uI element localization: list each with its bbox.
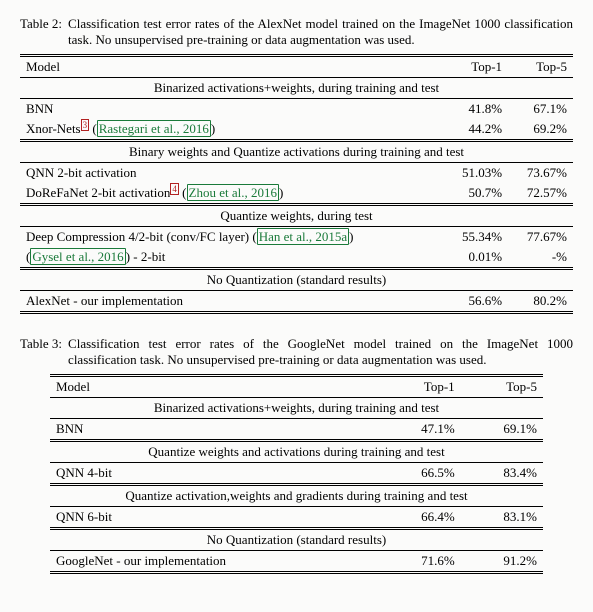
footnote-ref[interactable]: 4 (170, 183, 179, 195)
row-top1: 0.01% (443, 247, 508, 269)
col-top1: Top-1 (443, 56, 508, 78)
section-header: Quantize weights and activations during … (50, 441, 543, 463)
citation-link[interactable]: Zhou et al., 2016 (187, 184, 279, 201)
row-model: BNN (20, 99, 443, 120)
table2: Model Top-1 Top-5 Binarized activations+… (20, 54, 573, 314)
citation-link[interactable]: Gysel et al., 2016 (30, 248, 125, 265)
row-top1: 50.7% (443, 183, 508, 205)
row-model: AlexNet - our implementation (20, 291, 443, 313)
row-top1: 44.2% (443, 119, 508, 141)
citation-link[interactable]: Han et al., 2015a (257, 228, 349, 245)
row-model: QNN 2-bit activation (20, 163, 443, 184)
section-header: Binarized activations+weights, during tr… (50, 398, 543, 419)
row-top1: 47.1% (378, 419, 460, 441)
row-model: Deep Compression 4/2-bit (conv/FC layer)… (20, 227, 443, 248)
section-header: Quantize activation,weights and gradient… (50, 485, 543, 507)
row-top5: 80.2% (508, 291, 573, 313)
table3-caption: Table 3: Classification test error rates… (20, 336, 573, 368)
row-model: QNN 6-bit (50, 507, 378, 529)
table3: Model Top-1 Top-5 Binarized activations+… (50, 374, 543, 574)
col-top5: Top-5 (508, 56, 573, 78)
model-text: - 2-bit (130, 249, 165, 264)
row-top1: 41.8% (443, 99, 508, 120)
col-model: Model (50, 376, 378, 398)
row-model: GoogleNet - our implementation (50, 551, 378, 573)
col-top1: Top-1 (378, 376, 460, 398)
section-header: Binary weights and Quantize activations … (20, 141, 573, 163)
section-header: No Quantization (standard results) (50, 529, 543, 551)
model-text: DoReFaNet 2-bit activation (26, 185, 170, 200)
table2-caption: Table 2: Classification test error rates… (20, 16, 573, 48)
row-top5: 69.2% (508, 119, 573, 141)
row-top1: 66.4% (378, 507, 460, 529)
section-header: No Quantization (standard results) (20, 269, 573, 291)
row-model: QNN 4-bit (50, 463, 378, 485)
col-model: Model (20, 56, 443, 78)
row-model: Xnor-Nets3 (Rastegari et al., 2016) (20, 119, 443, 141)
table3-caption-label: Table 3: (20, 336, 68, 368)
row-top1: 66.5% (378, 463, 460, 485)
section-header: Binarized activations+weights, during tr… (20, 78, 573, 99)
row-model: BNN (50, 419, 378, 441)
row-top1: 51.03% (443, 163, 508, 184)
row-model: (Gysel et al., 2016) - 2-bit (20, 247, 443, 269)
row-top1: 56.6% (443, 291, 508, 313)
col-top5: Top-5 (461, 376, 543, 398)
row-top5: -% (508, 247, 573, 269)
row-model: DoReFaNet 2-bit activation4 (Zhou et al.… (20, 183, 443, 205)
model-text: Deep Compression 4/2-bit (conv/FC layer)… (26, 229, 257, 244)
model-text: Xnor-Nets (26, 121, 81, 136)
row-top5: 83.4% (461, 463, 543, 485)
row-top1: 71.6% (378, 551, 460, 573)
row-top5: 69.1% (461, 419, 543, 441)
row-top5: 67.1% (508, 99, 573, 120)
table2-caption-label: Table 2: (20, 16, 68, 48)
row-top5: 91.2% (461, 551, 543, 573)
row-top1: 55.34% (443, 227, 508, 248)
table2-caption-text: Classification test error rates of the A… (68, 16, 573, 48)
citation-link[interactable]: Rastegari et al., 2016 (97, 120, 211, 137)
table3-caption-text: Classification test error rates of the G… (68, 336, 573, 368)
row-top5: 72.57% (508, 183, 573, 205)
footnote-ref[interactable]: 3 (81, 119, 90, 131)
row-top5: 73.67% (508, 163, 573, 184)
section-header: Quantize weights, during test (20, 205, 573, 227)
row-top5: 77.67% (508, 227, 573, 248)
model-text: ) (349, 229, 353, 244)
row-top5: 83.1% (461, 507, 543, 529)
